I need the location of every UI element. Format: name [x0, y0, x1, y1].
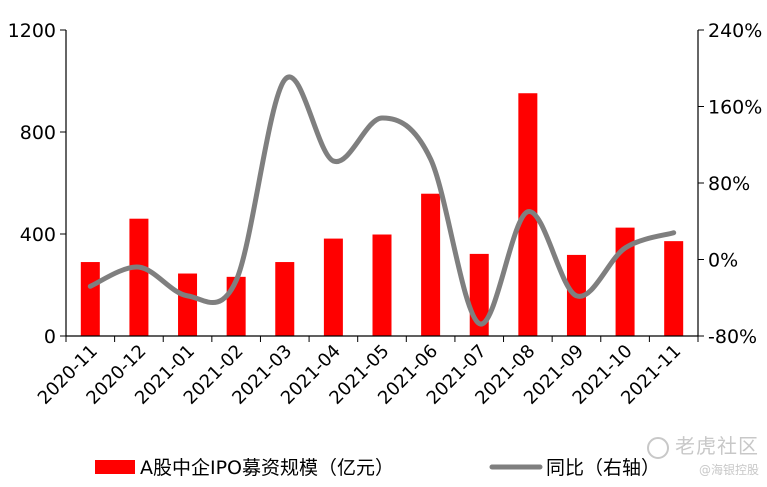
right-tick-label: 240%: [708, 20, 762, 42]
bar-2021-05: [372, 234, 392, 336]
bar-2021-11: [664, 241, 684, 336]
legend-bar-swatch: [95, 460, 135, 474]
right-axis-ticks: -80% 0% 80% 160% 240%: [698, 20, 762, 348]
right-tick-label: -80%: [708, 326, 757, 348]
left-tick-label: 0: [44, 326, 56, 348]
left-tick-label: 1200: [8, 20, 56, 42]
bar-2021-03: [275, 262, 295, 336]
x-axis-labels: 2020-112020-122021-012021-022021-032021-…: [34, 341, 685, 409]
bar-2021-08: [518, 93, 538, 337]
line-group: [87, 74, 677, 327]
right-tick-label: 80%: [708, 173, 750, 195]
right-tick-label: 160%: [708, 97, 762, 119]
watermark-text: 老虎社区: [675, 434, 759, 458]
watermark-logo-icon: [647, 436, 669, 459]
left-axis-ticks: 0 400 800 1200: [8, 20, 66, 348]
legend-line-label: 同比（右轴）: [546, 457, 660, 479]
legend-bar-label: A股中企IPO募资规模（亿元）: [140, 457, 394, 479]
right-tick-label: 0%: [708, 250, 738, 272]
bar-2020-11: [80, 262, 100, 336]
bar-2021-04: [323, 238, 343, 336]
watermark-subtext: @海银控股: [698, 463, 759, 477]
left-tick-label: 800: [20, 122, 56, 144]
bars-group: [80, 93, 684, 337]
bar-2021-06: [421, 193, 441, 336]
left-tick-label: 400: [20, 224, 56, 246]
bar-2020-12: [129, 218, 149, 336]
bar-2021-01: [178, 273, 198, 336]
legend: A股中企IPO募资规模（亿元） 同比（右轴）: [95, 457, 660, 479]
yoy-line: [87, 74, 677, 327]
watermark: 老虎社区 @海银控股: [647, 430, 759, 478]
